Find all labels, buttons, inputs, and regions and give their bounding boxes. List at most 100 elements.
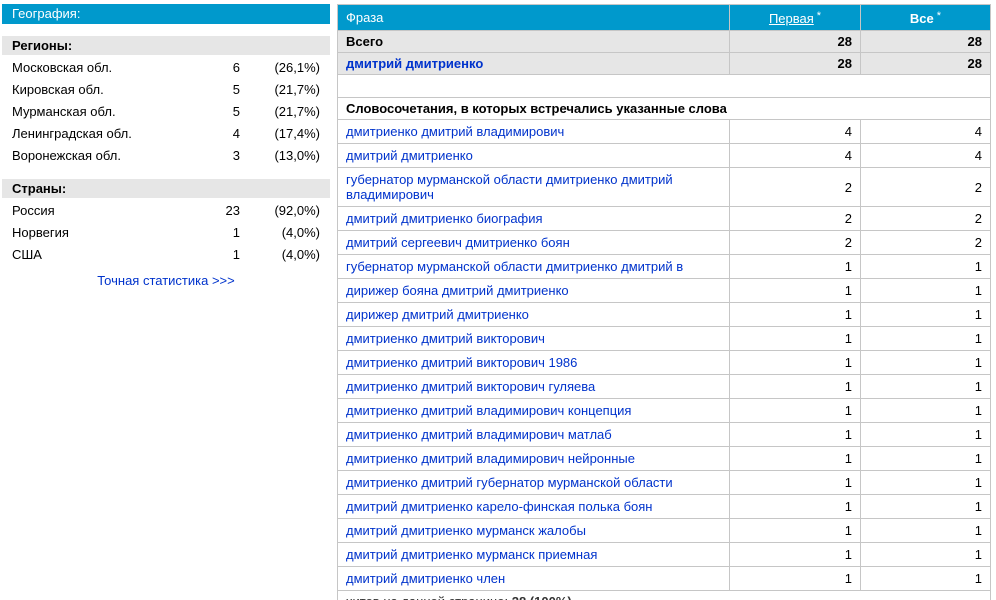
all-count-cell: 1 [860, 518, 991, 543]
phrase-row: дмитрий дмитриенко член 1 1 [337, 566, 991, 591]
phrase-row: дмитриенко дмитрий владимирович матлаб 1 1 [337, 422, 991, 447]
all-count-cell: 1 [860, 278, 991, 303]
first-count-cell: 1 [729, 470, 861, 495]
geography-footer: Точная статистика >>> [2, 273, 330, 288]
all-count-cell: 1 [860, 566, 991, 591]
phrase-link[interactable]: дмитриенко дмитрий владимирович матлаб [346, 427, 612, 442]
hits-summary: хитов на данной странице: 28 (100%) [337, 590, 991, 600]
geo-item-percent: (4,0%) [281, 247, 320, 262]
phrase-cell: дмитриенко дмитрий викторович [337, 326, 730, 351]
phrase-link[interactable]: дмитриенко дмитрий владимирович концепци… [346, 403, 632, 418]
all-count-cell: 1 [860, 422, 991, 447]
geo-item-row: Россия 23 (92,0%) [2, 200, 330, 222]
geo-item-row: Мурманская обл. 5 (21,7%) [2, 101, 330, 123]
all-count-cell: 2 [860, 230, 991, 255]
geo-item-count: 1 [232, 247, 240, 262]
phrase-link[interactable]: дмитриенко дмитрий губернатор мурманской… [346, 475, 673, 490]
phrase-link[interactable]: дмитриенко дмитрий владимирович [346, 124, 565, 139]
phrase-link[interactable]: дмитриенко дмитрий владимирович нейронны… [346, 451, 635, 466]
geography-panel: География: Регионы: Московская обл. 6 (26,1… [2, 4, 330, 288]
geo-item-count: 3 [232, 148, 240, 163]
phrase-cell: дмитриенко дмитрий губернатор мурманской… [337, 470, 730, 495]
table-footer-row: хитов на данной странице: 28 (100%) [337, 590, 991, 600]
phrase-cell: дмитрий дмитриенко член [337, 566, 730, 591]
sort-by-first-link[interactable]: Первая [768, 11, 814, 26]
geo-item-percent: (26,1%) [274, 60, 320, 75]
phrase-cell: дмитриенко дмитрий викторович 1986 [337, 350, 730, 375]
phrase-link[interactable]: дмитрий сергеевич дмитриенко боян [346, 235, 570, 250]
phrase-cell: дмитрий сергеевич дмитриенко боян [337, 230, 730, 255]
geo-section-title: Страны: [2, 179, 330, 198]
geo-item-label: Мурманская обл. [12, 104, 116, 119]
geo-item-row: Ленинградская обл. 4 (17,4%) [2, 123, 330, 145]
all-count-cell: 1 [860, 374, 991, 399]
all-count-cell: 1 [860, 326, 991, 351]
phrase-link[interactable]: губернатор мурманской области дмитриенко… [346, 259, 684, 274]
phrase-row: дмитрий дмитриенко 4 4 [337, 143, 991, 168]
column-header-first: Первая * [729, 4, 861, 31]
geo-item-count: 1 [232, 225, 240, 240]
geo-item-label: Россия [12, 203, 55, 218]
first-count-cell: 28 [729, 52, 861, 75]
section-header-row: Словосочетания, в которых встречались ук… [337, 97, 991, 120]
phrase-row: дмитриенко дмитрий губернатор мурманской… [337, 470, 991, 495]
phrase-cell: дмитриенко дмитрий владимирович матлаб [337, 422, 730, 447]
phrase-link[interactable]: дирижер дмитрий дмитриенко [346, 307, 529, 322]
geo-item-percent: (4,0%) [281, 225, 320, 240]
geo-item-count: 5 [232, 104, 240, 119]
first-count-cell: 1 [729, 398, 861, 423]
exact-stats-link[interactable]: Точная статистика >>> [97, 273, 235, 288]
phrase-link[interactable]: дмитриенко дмитрий викторович гуляева [346, 379, 596, 394]
phrase-cell: дмитриенко дмитрий владимирович нейронны… [337, 446, 730, 471]
first-count-cell: 1 [729, 446, 861, 471]
phrase-row: дмитриенко дмитрий владимирович концепци… [337, 398, 991, 423]
phrase-row: губернатор мурманской области дмитриенко… [337, 254, 991, 279]
phrase-link[interactable]: дмитрий дмитриенко карело-финская полька… [346, 499, 653, 514]
phrase-link[interactable]: дмитрий дмитриенко [346, 56, 484, 71]
first-count-cell: 1 [729, 350, 861, 375]
phrase-link[interactable]: губернатор мурманской области дмитриенко… [346, 172, 673, 202]
all-count-cell: 28 [860, 52, 991, 75]
phrase-row: дмитрий сергеевич дмитриенко боян 2 2 [337, 230, 991, 255]
phrase-link[interactable]: дмитрий дмитриенко [346, 148, 473, 163]
geo-item-percent: (21,7%) [274, 82, 320, 97]
geo-item-count: 23 [225, 203, 240, 218]
phrase-link[interactable]: дирижер бояна дмитрий дмитриенко [346, 283, 569, 298]
geo-item-count: 6 [232, 60, 240, 75]
phrase-link[interactable]: дмитрий дмитриенко мурманск жалобы [346, 523, 586, 538]
phrase-link[interactable]: дмитрий дмитриенко биография [346, 211, 543, 226]
phrase-link[interactable]: дмитрий дмитриенко мурманск приемная [346, 547, 598, 562]
all-count-cell: 4 [860, 143, 991, 168]
all-count-cell: 28 [860, 30, 991, 53]
phrase-cell: дирижер бояна дмитрий дмитриенко [337, 278, 730, 303]
first-count-cell: 2 [729, 230, 861, 255]
phrase-row: дмитриенко дмитрий владимирович нейронны… [337, 446, 991, 471]
phrase-row: дмитриенко дмитрий викторович 1986 1 1 [337, 350, 991, 375]
phrase-link[interactable]: дмитриенко дмитрий викторович [346, 331, 545, 346]
geo-item-percent: (21,7%) [274, 104, 320, 119]
all-count-cell: 1 [860, 542, 991, 567]
phrase-cell: дирижер дмитрий дмитриенко [337, 302, 730, 327]
phrase-link[interactable]: дмитрий дмитриенко член [346, 571, 506, 586]
column-header-phrase: Фраза [337, 4, 730, 31]
phrase-cell: Всего [337, 30, 730, 53]
geo-item-label: Кировская обл. [12, 82, 104, 97]
column-header-all: Все * [860, 4, 991, 31]
geo-item-row: Воронежская обл. 3 (13,0%) [2, 145, 330, 167]
all-count-cell: 1 [860, 254, 991, 279]
phrase-cell: дмитрий дмитриенко мурманск приемная [337, 542, 730, 567]
all-count-cell: 1 [860, 350, 991, 375]
all-count-cell: 2 [860, 167, 991, 207]
first-count-cell: 1 [729, 374, 861, 399]
phrase-cell: губернатор мурманской области дмитриенко… [337, 167, 730, 207]
first-count-cell: 1 [729, 542, 861, 567]
first-count-cell: 28 [729, 30, 861, 53]
phrase-cell: дмитрий дмитриенко [337, 52, 730, 75]
phrase-row: дмитрий дмитриенко мурманск жалобы 1 1 [337, 518, 991, 543]
geo-item-percent: (17,4%) [274, 126, 320, 141]
geo-item-row: Норвегия 1 (4,0%) [2, 222, 330, 244]
phrase-link[interactable]: дмитриенко дмитрий викторович 1986 [346, 355, 578, 370]
first-count-cell: 4 [729, 119, 861, 144]
phrase-row: губернатор мурманской области дмитриенко… [337, 167, 991, 207]
